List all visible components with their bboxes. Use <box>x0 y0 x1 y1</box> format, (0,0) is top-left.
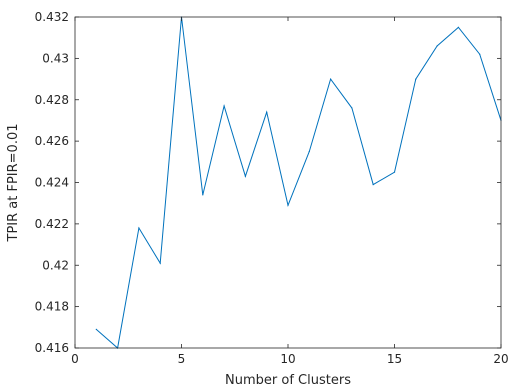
data-point <box>159 262 161 264</box>
data-point <box>138 227 140 229</box>
y-tick-label: 0.426 <box>35 134 69 148</box>
y-tick-label: 0.42 <box>42 258 69 272</box>
data-point <box>372 183 374 186</box>
y-tick-label: 0.416 <box>35 341 69 355</box>
x-tick-label: 15 <box>387 352 402 366</box>
x-tick-label: 10 <box>280 352 295 366</box>
data-point <box>393 171 396 173</box>
data-point <box>244 175 246 177</box>
y-tick-label: 0.422 <box>35 217 69 231</box>
data-point <box>95 328 97 330</box>
data-point <box>202 194 204 196</box>
y-tick-label: 0.428 <box>35 93 69 107</box>
y-axis-label: TPIR at FPIR=0.01 <box>6 124 21 243</box>
data-point <box>308 150 310 153</box>
x-axis-label: Number of Clusters <box>225 373 351 388</box>
x-tick-label: 0 <box>71 352 79 366</box>
y-tick-label: 0.418 <box>35 300 69 314</box>
data-point <box>457 26 459 28</box>
data-point <box>223 105 225 107</box>
data-point <box>266 111 268 113</box>
data-point <box>287 204 289 206</box>
x-tick-label: 20 <box>493 352 508 366</box>
data-point <box>415 78 417 80</box>
plot-area <box>75 17 501 348</box>
data-point <box>330 78 332 80</box>
data-point <box>351 107 353 109</box>
data-point <box>436 45 438 47</box>
x-tick-label: 5 <box>178 352 186 366</box>
y-tick-label: 0.424 <box>35 176 69 190</box>
y-tick-label: 0.432 <box>35 10 69 24</box>
data-point <box>479 53 481 55</box>
y-tick-label: 0.43 <box>42 51 69 65</box>
series-line-1 <box>95 16 502 349</box>
